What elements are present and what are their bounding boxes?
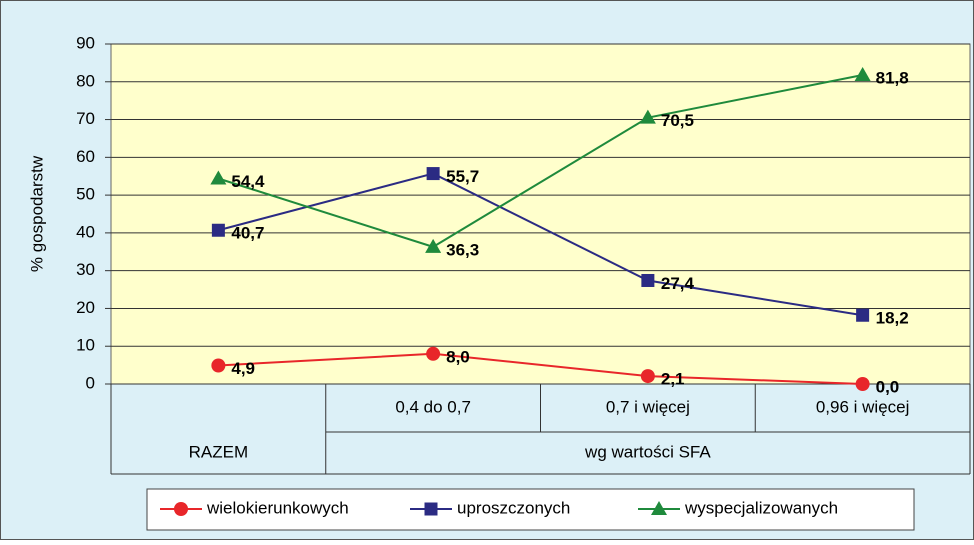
y-axis-label: % gospodarstw bbox=[27, 155, 46, 272]
series-line bbox=[218, 352, 863, 385]
data-point bbox=[211, 223, 225, 237]
data-point bbox=[426, 346, 441, 361]
y-tick-label: 30 bbox=[76, 260, 95, 279]
data-point bbox=[426, 167, 440, 181]
data-label: 40,7 bbox=[231, 224, 264, 243]
series-line bbox=[218, 73, 863, 248]
data-point bbox=[641, 273, 655, 287]
x-tick-label: 0,7 i więcej bbox=[606, 397, 690, 416]
y-tick-label: 70 bbox=[76, 109, 95, 128]
data-label: 54,4 bbox=[231, 172, 265, 191]
y-tick-label: 50 bbox=[76, 185, 95, 204]
legend-marker bbox=[174, 502, 188, 516]
legend-label: wyspecjalizowanych bbox=[684, 498, 838, 517]
y-tick-label: 20 bbox=[76, 298, 95, 317]
data-label: 81,8 bbox=[876, 68, 909, 87]
data-label: 4,9 bbox=[231, 359, 255, 378]
series-line bbox=[218, 172, 863, 317]
data-point bbox=[211, 358, 226, 373]
legend bbox=[146, 488, 915, 531]
y-tick-label: 0 bbox=[86, 373, 95, 392]
y-tick-label: 90 bbox=[76, 33, 95, 52]
data-point bbox=[639, 109, 656, 124]
data-label: 27,4 bbox=[661, 274, 695, 293]
y-tick-label: 10 bbox=[76, 336, 95, 355]
data-label: 55,7 bbox=[446, 167, 479, 186]
y-tick-label: 80 bbox=[76, 71, 95, 90]
data-label: 0,0 bbox=[876, 377, 900, 396]
x-group-label: RAZEM bbox=[189, 442, 249, 461]
data-point bbox=[640, 369, 655, 384]
y-tick-label: 40 bbox=[76, 222, 95, 241]
data-label: 70,5 bbox=[661, 111, 694, 130]
y-tick-label: 60 bbox=[76, 147, 95, 166]
data-point bbox=[210, 170, 227, 185]
data-point bbox=[855, 377, 870, 391]
x-tick-label: 0,4 do 0,7 bbox=[395, 397, 471, 416]
data-point bbox=[856, 308, 870, 322]
data-label: 18,2 bbox=[876, 309, 909, 328]
data-label: 2,1 bbox=[661, 370, 685, 389]
legend-label: wielokierunkowych bbox=[206, 498, 349, 517]
plot-area bbox=[110, 43, 971, 385]
x-tick-label: 0,96 i więcej bbox=[816, 397, 910, 416]
data-label: 36,3 bbox=[446, 240, 479, 259]
data-point bbox=[425, 238, 442, 253]
data-label: 8,0 bbox=[446, 347, 470, 366]
legend-marker bbox=[424, 502, 438, 516]
legend-marker bbox=[651, 501, 667, 515]
data-point bbox=[854, 66, 871, 81]
x-group-label: wg wartości SFA bbox=[584, 442, 711, 461]
legend-label: uproszczonych bbox=[457, 498, 570, 517]
